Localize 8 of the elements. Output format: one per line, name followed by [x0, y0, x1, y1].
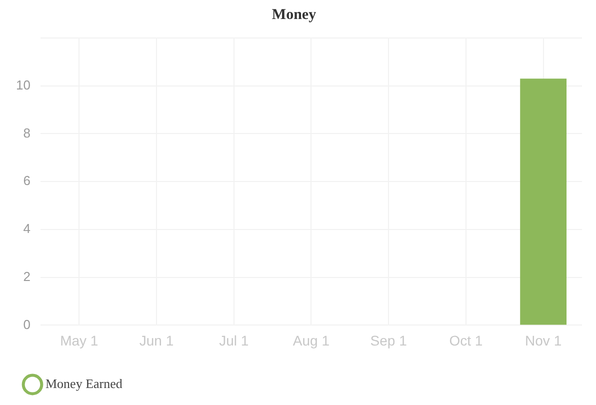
y-tick-label: 6 — [23, 173, 30, 188]
y-tick-label: 0 — [23, 316, 30, 332]
y-tick-label: 8 — [23, 125, 30, 140]
chart-title: Money — [272, 6, 317, 23]
y-tick-label: 10 — [16, 77, 30, 92]
y-tick-label: 2 — [23, 268, 30, 284]
legend-label: Money Earned — [46, 376, 123, 391]
y-tick-label: 4 — [23, 221, 30, 236]
